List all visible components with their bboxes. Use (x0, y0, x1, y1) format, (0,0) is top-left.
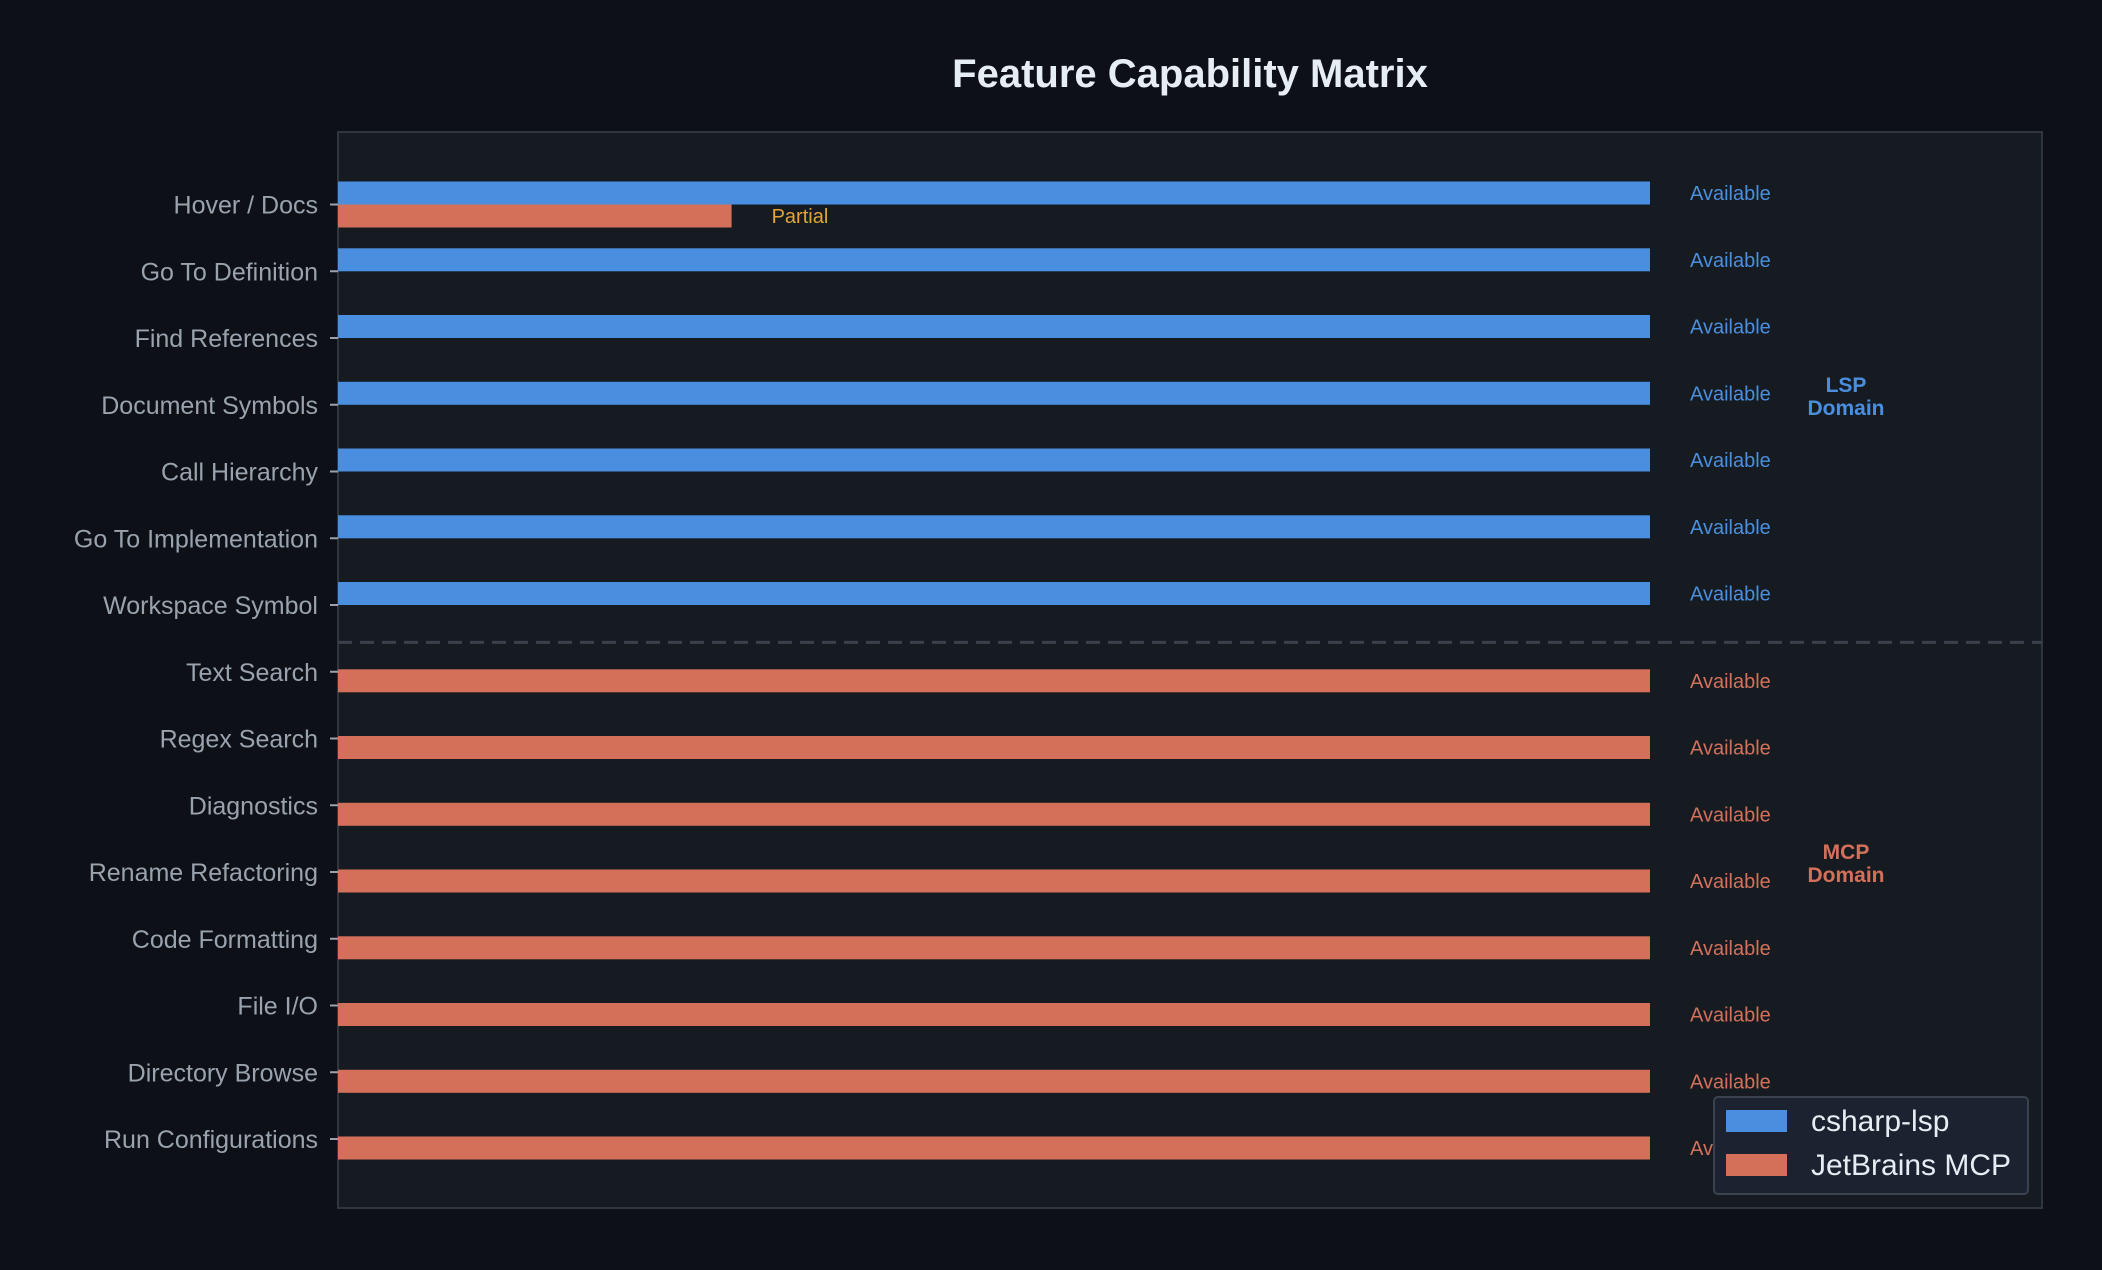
domain-annotation-line: MCP (1823, 841, 1870, 864)
bar-value-label: Available (1690, 1005, 1771, 1027)
y-tick-label: Go To Definition (141, 258, 318, 286)
bar-csharp-lsp-go-to-implementation (338, 515, 1650, 539)
bar-csharp-lsp-hover-docs (338, 181, 1650, 205)
bar-labels-layer: Available Partial Available Available Availa… (772, 183, 1771, 1160)
legend-box (1713, 1096, 2029, 1195)
bar-csharp-lsp-go-to-definition (338, 248, 1650, 272)
domain-annotation-line: LSP (1826, 374, 1867, 397)
bar-value-label: Available (1690, 383, 1771, 405)
y-tick-label: Hover / Docs (174, 192, 318, 220)
legend-label-jetbrains-mcp: JetBrains MCP (1811, 1149, 2011, 1182)
domain-annotation: MCP Domain (1807, 841, 1884, 887)
bar-value-label: Available (1690, 317, 1771, 339)
bar-value-label: Available (1690, 1071, 1771, 1093)
bar-value-label: Available (1690, 671, 1771, 693)
legend-label-csharp-lsp: csharp-lsp (1811, 1105, 1949, 1138)
y-tick-label: Code Formatting (132, 926, 318, 954)
bar-value-label: Available (1690, 517, 1771, 539)
bar-jetbrains-mcp-directory-browse (338, 1069, 1650, 1093)
y-tick-label: Regex Search (160, 726, 318, 754)
bar-value-label: Available (1690, 804, 1771, 826)
bar-jetbrains-mcp-rename-refactoring (338, 869, 1650, 893)
bar-value-label: Available (1690, 250, 1771, 272)
bar-value-label: Available (1690, 183, 1771, 205)
bar-jetbrains-mcp-code-formatting (338, 936, 1650, 960)
y-tick-label: Call Hierarchy (161, 459, 318, 487)
y-tick-label: Rename Refactoring (89, 859, 318, 887)
bar-jetbrains-mcp-file-i-o (338, 1003, 1650, 1026)
bar-jetbrains-mcp-hover-docs (338, 204, 732, 228)
y-tick-label: Run Configurations (104, 1126, 318, 1154)
y-tick-label: Find References (135, 325, 318, 353)
bar-value-label: Partial (772, 206, 829, 228)
bar-value-label: Available (1690, 450, 1771, 472)
legend-swatch-jetbrains-mcp (1726, 1154, 1787, 1176)
domain-annotation-line: Domain (1807, 397, 1884, 420)
bar-value-label: Available (1690, 584, 1771, 606)
y-tick-label: Directory Browse (128, 1059, 318, 1087)
bar-jetbrains-mcp-diagnostics (338, 802, 1650, 826)
bar-value-label: Available (1690, 938, 1771, 960)
bar-value-label: Available (1690, 871, 1771, 893)
chart-title: Feature Capability Matrix (952, 52, 1428, 96)
y-tick-label: Go To Implementation (74, 525, 318, 553)
domain-annotation: LSP Domain (1807, 374, 1884, 420)
y-tick-label: Diagnostics (189, 792, 318, 820)
bar-jetbrains-mcp-run-configurations (338, 1136, 1650, 1160)
y-ticks-layer: Hover / Docs Go To Definition Find Referen… (74, 192, 338, 1154)
bar-csharp-lsp-workspace-symbol (338, 582, 1650, 605)
legend-swatch-csharp-lsp (1726, 1110, 1787, 1132)
y-tick-label: Text Search (186, 659, 318, 687)
legend: csharp-lsp JetBrains MCP (1713, 1096, 2029, 1195)
bar-jetbrains-mcp-regex-search (338, 736, 1650, 759)
bars-layer (338, 181, 1650, 1160)
bar-value-label: Available (1690, 738, 1771, 760)
bar-csharp-lsp-call-hierarchy (338, 448, 1650, 472)
domain-annotation-line: Domain (1807, 864, 1884, 887)
bar-csharp-lsp-find-references (338, 315, 1650, 338)
y-tick-label: Workspace Symbol (103, 592, 318, 620)
bar-csharp-lsp-document-symbols (338, 381, 1650, 405)
y-tick-label: Document Symbols (101, 392, 318, 420)
y-tick-label: File I/O (237, 993, 318, 1021)
bar-jetbrains-mcp-text-search (338, 669, 1650, 693)
